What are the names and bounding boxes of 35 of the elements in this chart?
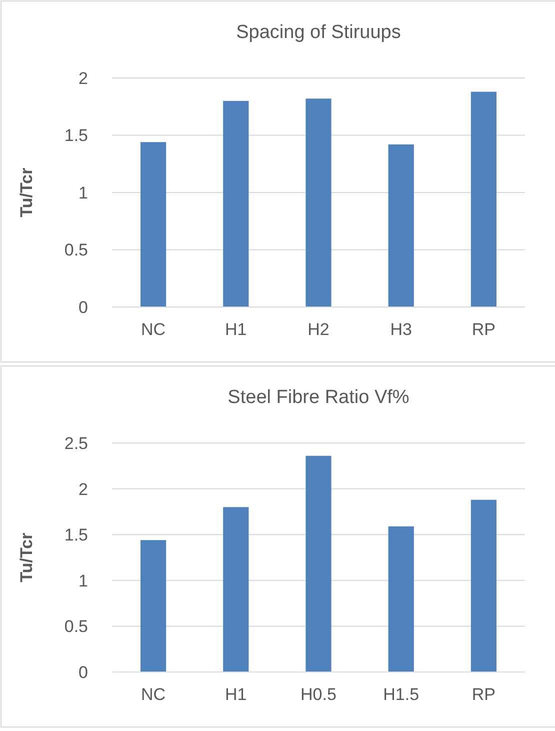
x-tick-label: H1 (225, 685, 247, 704)
x-tick-label: NC (141, 685, 166, 704)
y-tick-label: 0.5 (64, 617, 88, 636)
y-tick-label: 1.5 (64, 126, 88, 146)
x-tick-label: H2 (308, 320, 330, 339)
x-tick-label: H1 (225, 320, 247, 339)
bar (306, 98, 332, 307)
y-tick-label: 1 (78, 571, 88, 590)
bar (140, 540, 166, 672)
y-axis-title: Tu/Tcr (17, 532, 36, 582)
bar (223, 507, 249, 672)
bar (306, 456, 332, 672)
chart-title: Steel Fibre Ratio Vf% (228, 387, 410, 408)
bar (388, 526, 414, 672)
x-tick-label: H0.5 (300, 685, 336, 704)
chart-title: Spacing of Stiruups (236, 22, 401, 43)
y-axis-title: Tu/Tcr (17, 167, 36, 218)
x-tick-label: RP (472, 685, 496, 704)
bar (223, 100, 249, 307)
bar (470, 500, 497, 672)
bar (140, 142, 166, 307)
y-tick-label: 2 (78, 480, 88, 499)
y-tick-label: 2.5 (64, 434, 88, 453)
x-tick-label: NC (141, 320, 166, 339)
y-tick-label: 1 (78, 183, 88, 202)
bar (470, 92, 497, 307)
x-tick-label: H1.5 (383, 685, 420, 704)
x-tick-label: H3 (390, 320, 412, 339)
y-tick-label: 1.5 (64, 526, 88, 545)
x-tick-label: RP (472, 320, 496, 339)
bar (388, 144, 414, 307)
y-tick-label: 2 (78, 68, 88, 88)
y-tick-label: 0 (78, 298, 88, 317)
y-tick-label: 0.5 (64, 240, 88, 260)
y-tick-label: 0 (78, 662, 88, 682)
